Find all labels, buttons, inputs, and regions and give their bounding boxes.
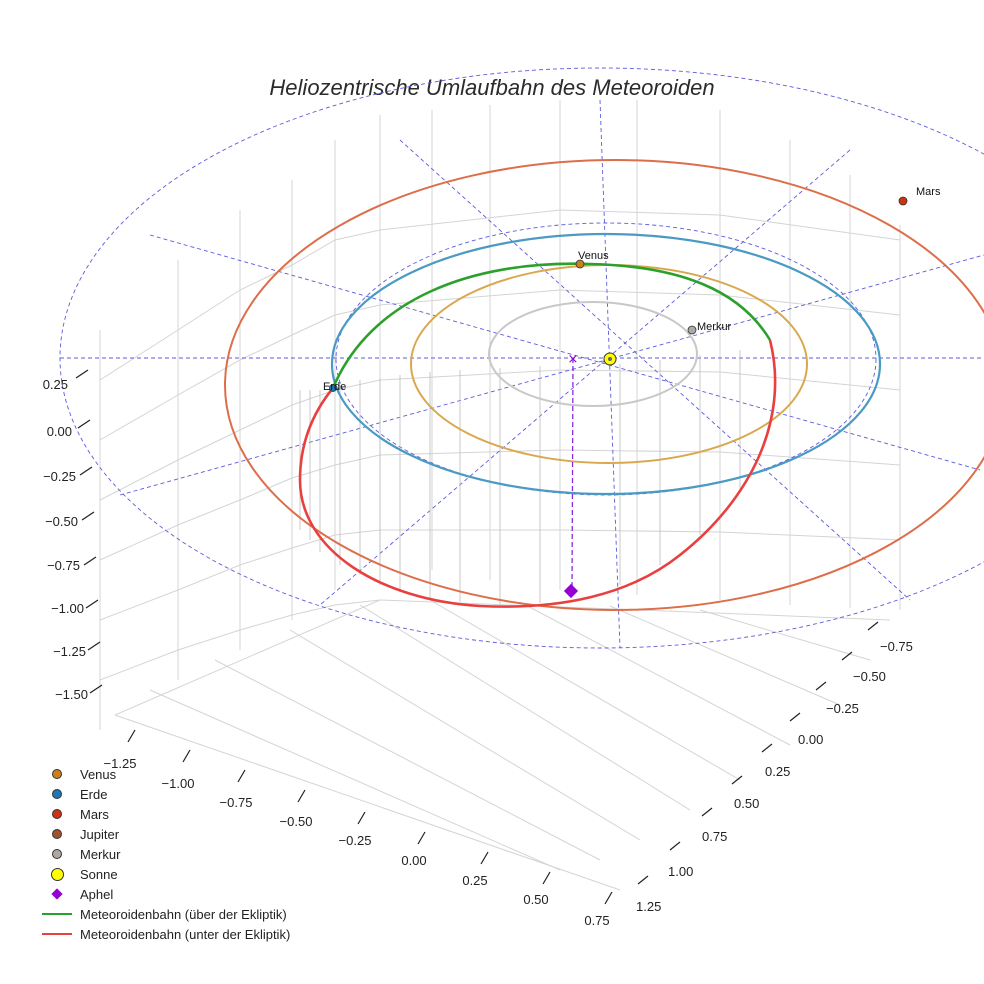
legend-item-orbit-below: Meteoroidenbahn (unter der Ekliptik) — [40, 924, 290, 944]
z-tick-label: −0.50 — [45, 514, 78, 529]
mars-label: Mars — [916, 186, 941, 198]
legend-item-erde: Erde — [40, 784, 290, 804]
x-tick-labels: −1.25 −1.00 −0.75 −0.50 −0.25 0.00 0.25 … — [104, 756, 610, 928]
y-tick-label: −0.50 — [853, 669, 886, 684]
y-tick-label: 0.25 — [765, 764, 790, 779]
pane-grid — [99, 100, 901, 891]
meteoroid-orbit-below — [298, 339, 777, 608]
legend-item-mars: Mars — [40, 804, 290, 824]
x-tick-label: −1.00 — [162, 776, 195, 791]
z-tick-label: −0.75 — [47, 558, 80, 573]
legend-item-sonne: Sonne — [40, 864, 290, 884]
legend: Venus Erde Mars Jupiter Merkur Sonne Aph… — [40, 764, 290, 944]
legend-mars-symbol — [40, 804, 74, 824]
merkur-marker — [687, 325, 697, 335]
venus-marker — [575, 259, 585, 269]
x-tick-label: −0.50 — [280, 814, 313, 829]
legend-orbit-below-symbol — [40, 924, 74, 944]
z-tick-label: −1.50 — [55, 687, 88, 702]
erde-orbit — [330, 232, 882, 496]
aphel-projection-marker: × — [568, 352, 579, 367]
projection-stems — [299, 350, 741, 604]
legend-merkur-symbol — [40, 844, 74, 864]
z-tick-label: 0.25 — [43, 377, 68, 392]
legend-item-orbit-above: Meteoroidenbahn (über der Ekliptik) — [40, 904, 290, 924]
legend-sonne-symbol — [40, 864, 74, 884]
legend-aphel-symbol — [40, 884, 74, 904]
legend-item-venus: Venus — [40, 764, 290, 784]
erde-marker — [329, 384, 337, 392]
x-tick-label: −0.75 — [220, 795, 253, 810]
y-tick-label: −0.75 — [880, 639, 913, 654]
ecliptic-reference — [59, 67, 984, 649]
erde-label: Erde — [323, 381, 346, 393]
legend-label: Aphel — [80, 886, 114, 902]
x-tick-label: −1.25 — [104, 756, 137, 771]
legend-label: Erde — [80, 786, 108, 802]
z-tick-label: −1.00 — [51, 601, 84, 616]
x-tick-label: 0.75 — [584, 913, 609, 928]
legend-label: Sonne — [80, 866, 118, 882]
legend-item-jupiter: Jupiter — [40, 824, 290, 844]
legend-orbit-above-symbol — [40, 904, 74, 924]
aphel-marker — [563, 583, 579, 599]
z-tick-label: 0.00 — [47, 424, 72, 439]
y-axis — [637, 621, 879, 885]
y-tick-label: 0.00 — [798, 732, 823, 747]
aphel-drop-line — [571, 357, 574, 593]
legend-item-aphel: Aphel — [40, 884, 290, 904]
y-tick-label: 0.75 — [702, 829, 727, 844]
x-tick-label: 0.00 — [401, 853, 426, 868]
legend-item-merkur: Merkur — [40, 844, 290, 864]
legend-label: Meteoroidenbahn (unter der Ekliptik) — [80, 926, 291, 942]
legend-label: Meteoroidenbahn (über der Ekliptik) — [80, 906, 287, 922]
mars-marker — [898, 196, 908, 206]
legend-label: Venus — [80, 766, 117, 782]
y-tick-label: 1.00 — [668, 864, 693, 879]
chart-title: Heliozentrische Umlaufbahn des Meteoroid… — [269, 75, 714, 100]
mars-orbit — [224, 159, 984, 611]
sun-center — [608, 357, 612, 361]
x-axis — [127, 729, 613, 905]
legend-label: Merkur — [80, 846, 121, 862]
venus-label: Venus — [578, 250, 609, 262]
legend-venus-symbol — [40, 764, 74, 784]
x-tick-label: 0.25 — [462, 873, 487, 888]
merkur-orbit — [488, 301, 698, 407]
z-tick-label: −0.25 — [43, 469, 76, 484]
legend-label: Mars — [80, 806, 109, 822]
y-tick-label: 0.50 — [734, 796, 759, 811]
x-tick-label: 0.50 — [523, 892, 548, 907]
z-tick-labels: 0.25 0.00 −0.25 −0.50 −0.75 −1.00 −1.25 … — [43, 377, 88, 702]
z-axis — [75, 369, 103, 694]
legend-label: Jupiter — [80, 826, 120, 842]
y-tick-label: −0.25 — [826, 701, 859, 716]
y-tick-label: 1.25 — [636, 899, 661, 914]
x-tick-label: −0.25 — [339, 833, 372, 848]
merkur-label: Merkur — [697, 321, 732, 333]
legend-erde-symbol — [40, 784, 74, 804]
legend-jupiter-symbol — [40, 824, 74, 844]
z-tick-label: −1.25 — [53, 644, 86, 659]
y-tick-labels: −0.75 −0.50 −0.25 0.00 0.25 0.50 0.75 1.… — [636, 639, 913, 914]
